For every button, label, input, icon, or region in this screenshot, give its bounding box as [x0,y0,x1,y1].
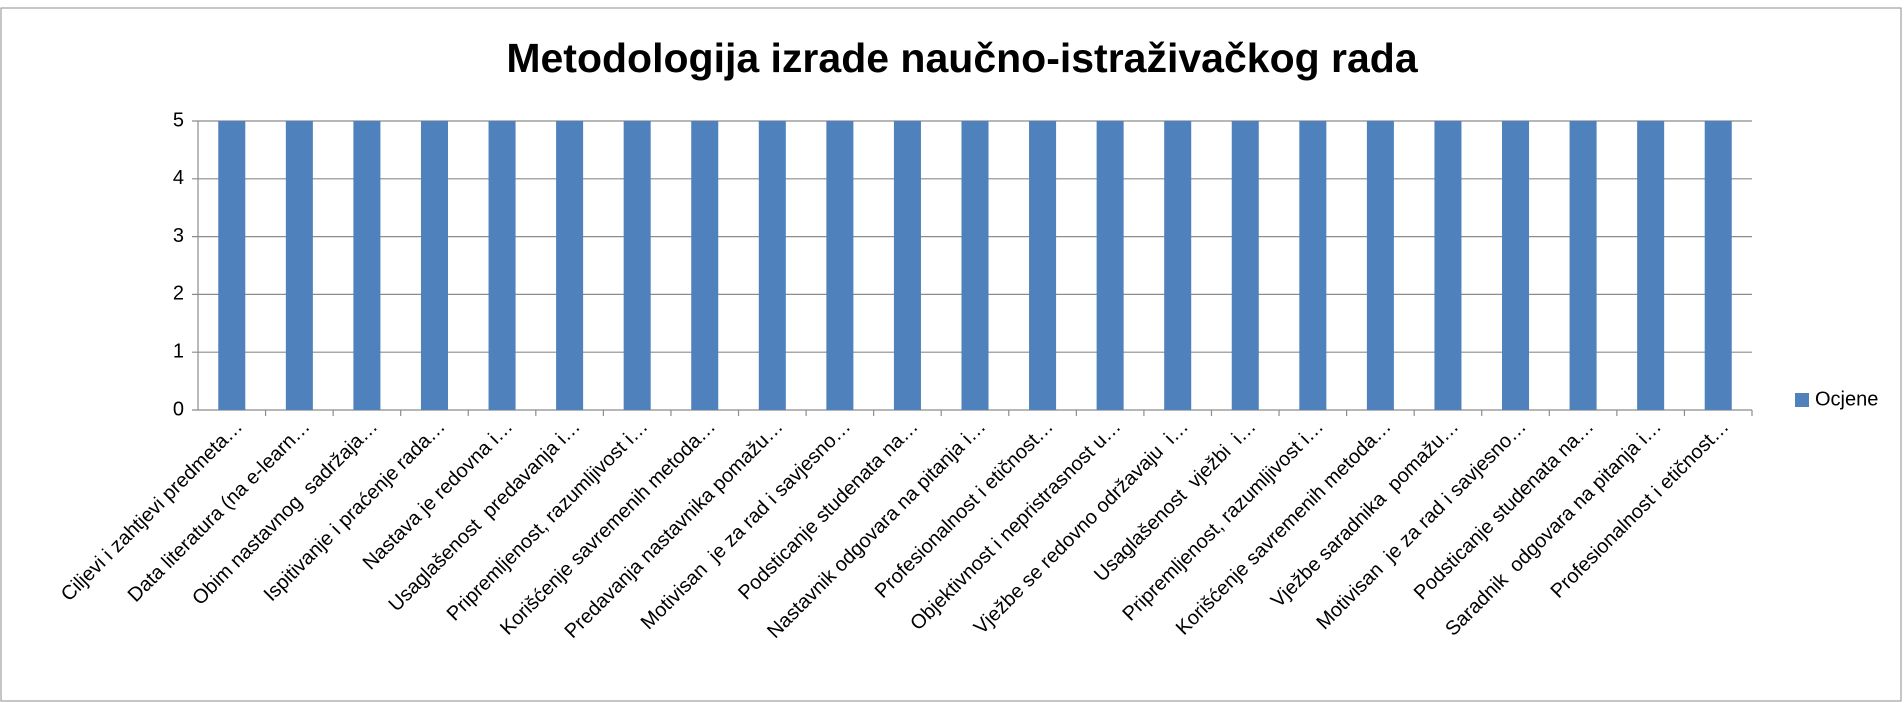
bar [1569,121,1597,410]
y-tick-label: 4 [173,167,184,189]
y-tick-label: 5 [173,109,184,131]
chart-title: Metodologija izrade naučno-istraživačkog… [506,35,1419,81]
bar [961,121,989,410]
legend-label: Ocjene [1815,388,1878,410]
bar [1366,121,1394,410]
bar [1164,121,1192,410]
bar [826,121,854,410]
legend-swatch [1795,393,1809,407]
bar [353,121,381,410]
bar [1434,121,1462,410]
bar [420,121,448,410]
bar [623,121,651,410]
bar [556,121,584,410]
bar [893,121,921,410]
y-tick-label: 0 [173,398,184,420]
bar [488,121,516,410]
bar [1502,121,1530,410]
bar [218,121,246,410]
bar [1704,121,1732,410]
y-tick-label: 2 [173,283,184,305]
bar [1231,121,1259,410]
bar [1096,121,1124,410]
bar [1637,121,1665,410]
bar [758,121,786,410]
y-tick-label: 1 [173,340,184,362]
bar [1029,121,1057,410]
bar [285,121,313,410]
y-tick-label: 3 [173,225,184,247]
bar [1299,121,1327,410]
bar [691,121,719,410]
